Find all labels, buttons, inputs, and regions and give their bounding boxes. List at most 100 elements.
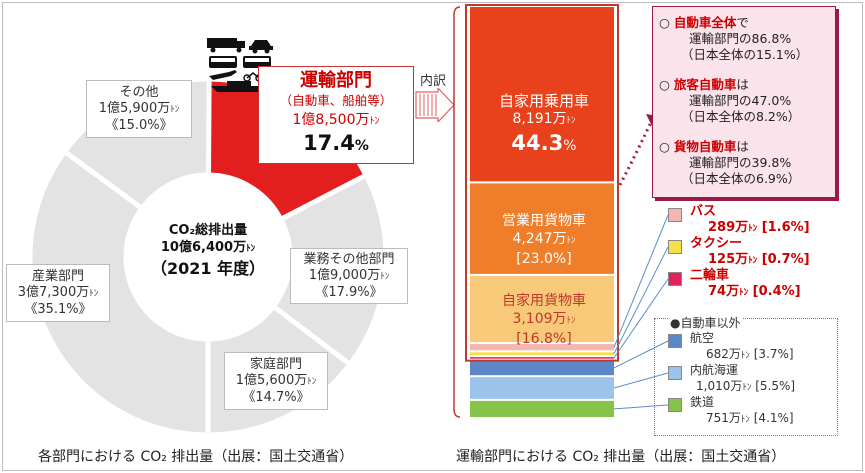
bar-segment-commercial-truck (470, 183, 614, 274)
callout-all-line2: 運輸部門の86.8% (689, 31, 792, 46)
bar-segment-private-car (470, 7, 614, 182)
automobile-bracket (465, 4, 619, 362)
transport-name: 運輸部門 (300, 70, 372, 91)
callout-passenger-head: 旅客自動車 (673, 77, 737, 92)
other-value: 1億5,900万 (98, 101, 171, 116)
business-value: 1億9,000万 (308, 268, 381, 283)
callout-freight-head: 貨物自動車 (673, 139, 737, 154)
callout-all-suffix: で (736, 15, 749, 30)
legend-rail-name: 鉄道 (690, 395, 715, 409)
industry-pct: 《35.1%》 (24, 302, 92, 317)
donut-slice-industry (27, 147, 211, 438)
business-pct: 《17.9%》 (315, 285, 383, 300)
callout-passenger-suffix: は (736, 77, 749, 92)
bar-segment-taxi (470, 352, 614, 356)
center-year: （2021 年度） (150, 259, 266, 278)
seg-commercial-truck-pct: [23.0%] (516, 251, 572, 267)
legend-swatch-shipping (668, 366, 682, 380)
business-name: 業務その他部門 (303, 252, 395, 267)
legend-shipping-unit: ﾄﾝ (742, 383, 752, 393)
callout-item-passenger: ○ 旅客自動車は 運輸部門の47.0% （日本全体の8.2%） (659, 77, 801, 124)
callout-all-head: 自動車全体 (673, 15, 737, 30)
callout-item-freight: ○ 貨物自動車は 運輸部門の39.8% （日本全体の6.9%） (659, 139, 801, 186)
right-caption: 運輸部門における CO₂ 排出量（出展：国土交通省） (456, 449, 786, 465)
legend-shipping-name: 内航海運 (690, 363, 739, 377)
legend-rail-value: 751万 (706, 411, 741, 425)
legend-swatch-taxi (668, 240, 682, 254)
seg-commercial-truck-label: 営業用貨物車 4,247万ﾄﾝ [23.0%] (476, 212, 612, 268)
transport-pct-sign: % (354, 138, 369, 154)
legend-swatch-rail (668, 398, 682, 412)
legend-motorcycle-pct: [0.4%] (752, 284, 801, 299)
seg-commercial-truck-unit: ﾄﾝ (566, 236, 576, 246)
seg-private-truck-pct: [16.8%] (516, 331, 572, 347)
callout-item-all: ○ 自動車全体で 運輸部門の86.8% （日本全体の15.1%） (659, 15, 809, 62)
legend-rail-pct: [4.1%] (753, 411, 794, 425)
legend-swatch-air (668, 334, 682, 348)
seg-private-truck-value: 3,109万 (512, 311, 567, 327)
label-transport: 運輸部門 （自動車、船舶等） 1億8,500万ﾄﾝ 17.4% (258, 66, 414, 164)
seg-private-car-value: 8,191万 (512, 111, 567, 127)
legend-taxi-pct: [0.7%] (761, 252, 810, 267)
legend-rail: 鉄道 751万ﾄﾝ [4.1%] (690, 394, 794, 428)
seg-private-truck-unit: ﾄﾝ (566, 316, 576, 326)
connector-motorcycle (613, 278, 669, 359)
legend-air-value: 682万 (706, 347, 741, 361)
industry-value: 3億7,300万 (17, 285, 90, 300)
industry-name: 産業部門 (31, 269, 84, 284)
legend-shipping-pct: [5.5%] (755, 379, 796, 393)
bar-segment-private-truck (470, 275, 614, 343)
legend-bus-name: バス (690, 204, 717, 219)
label-household: 家庭部門 1億5,600万ﾄﾝ 《14.7%》 (224, 352, 328, 410)
center-total: 10億6,400万 (160, 240, 247, 255)
transport-pct: 17.4 (303, 131, 355, 155)
legend-swatch-motorcycle (668, 272, 682, 286)
legend-motorcycle-value: 74万 (708, 284, 740, 299)
bar-segment-air (470, 360, 614, 376)
callout-freight-line2: 運輸部門の39.8% (689, 155, 792, 170)
industry-unit: ﾄﾝ (89, 289, 99, 299)
callout-arrow (618, 119, 654, 186)
business-unit: ﾄﾝ (380, 272, 390, 282)
transport-brace (453, 6, 461, 418)
bar-segment-shipping (470, 377, 614, 399)
seg-private-car-name: 自家用乗用車 (498, 92, 589, 110)
legend-motorcycle: 二輪車 74万ﾄﾝ [0.4%] (690, 268, 801, 301)
legend-shipping-value: 1,010万 (696, 379, 743, 393)
transport-stacked-bar (453, 4, 669, 418)
label-industry: 産業部門 3億7,300万ﾄﾝ 《35.1%》 (6, 264, 110, 322)
legend-taxi-name: タクシー (690, 236, 743, 251)
automobile-summary-callout: ○ 自動車全体で 運輸部門の86.8% （日本全体の15.1%） ○ 旅客自動車… (652, 6, 836, 198)
seg-private-car-pct: 44.3 (511, 131, 564, 155)
legend-taxi: タクシー 125万ﾄﾝ [0.7%] (690, 236, 810, 269)
donut-center: CO₂総排出量 10億6,400万ﾄﾝ （2021 年度） (148, 222, 268, 280)
callout-passenger-line3: （日本全体の8.2%） (681, 109, 801, 124)
legend-air-unit: ﾄﾝ (740, 351, 750, 361)
seg-private-truck-label: 自家用貨物車 3,109万ﾄﾝ [16.8%] (476, 292, 612, 348)
callout-passenger-line2: 運輸部門の47.0% (689, 93, 792, 108)
center-title: CO₂総排出量 (168, 223, 248, 238)
non-auto-label: ●自動車以外 (668, 314, 743, 331)
label-business: 業務その他部門 1億9,000万ﾄﾝ 《17.9%》 (290, 248, 408, 304)
connector-bus (613, 214, 669, 348)
breakdown-label: 内訳 (420, 74, 447, 89)
bar-segment-motorcycle (470, 357, 614, 359)
transport-unit: ﾄﾝ (369, 116, 380, 127)
household-unit: ﾄﾝ (307, 377, 317, 387)
callout-freight-suffix: は (736, 139, 749, 154)
connector-air (613, 340, 669, 369)
non-auto-box (654, 318, 838, 436)
legend-bus: バス 289万ﾄﾝ [1.6%] (690, 204, 810, 237)
transport-icons (207, 38, 273, 92)
left-caption: 各部門における CO₂ 排出量（出展：国土交通省） (38, 449, 354, 465)
legend-motorcycle-unit: ﾄﾝ (739, 288, 749, 298)
callout-freight-line3: （日本全体の6.9%） (681, 171, 801, 186)
seg-commercial-truck-value: 4,247万 (512, 231, 567, 247)
connector-rail (613, 404, 669, 410)
household-name: 家庭部門 (249, 357, 302, 372)
label-other: その他 1億5,900万ﾄﾝ 《15.0%》 (86, 80, 192, 138)
bar-segment-rail (470, 400, 614, 417)
legend-air: 航空 682万ﾄﾝ [3.7%] (690, 330, 794, 364)
callout-all-line3: （日本全体の15.1%） (681, 47, 809, 62)
